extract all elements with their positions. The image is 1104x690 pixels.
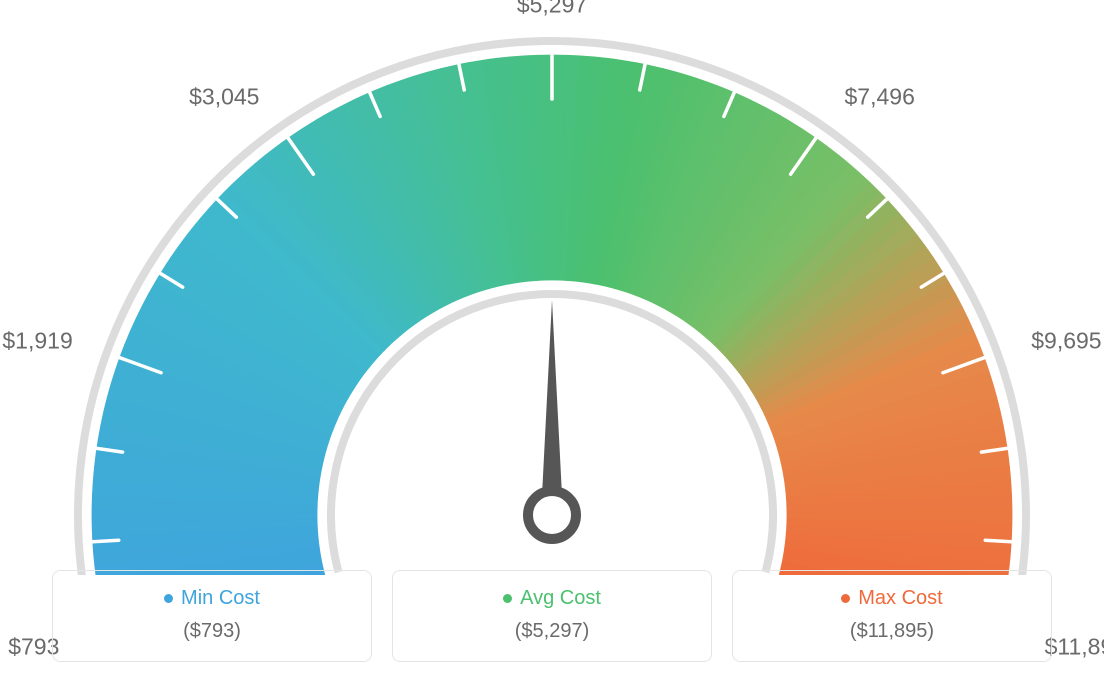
legend-title-max: Max Cost <box>841 587 942 610</box>
legend-row: Min Cost ($793) Avg Cost ($5,297) Max Co… <box>52 570 1052 662</box>
legend-value-min: ($793) <box>63 620 361 643</box>
legend-label-min: Min Cost <box>181 587 260 610</box>
legend-card-max: Max Cost ($11,895) <box>732 570 1052 662</box>
legend-label-max: Max Cost <box>858 587 942 610</box>
needle-hub <box>528 491 576 539</box>
gauge-container: $793$1,919$3,045$5,297$7,496$9,695$11,89… <box>32 15 1072 575</box>
legend-label-avg: Avg Cost <box>520 587 601 610</box>
chart-stage: $793$1,919$3,045$5,297$7,496$9,695$11,89… <box>0 0 1104 690</box>
legend-card-avg: Avg Cost ($5,297) <box>392 570 712 662</box>
legend-value-avg: ($5,297) <box>403 620 701 643</box>
tick-label: $5,297 <box>517 0 587 19</box>
dot-icon <box>503 594 512 603</box>
dot-icon <box>841 594 850 603</box>
legend-value-max: ($11,895) <box>743 620 1041 643</box>
tick-label: $1,919 <box>2 327 72 354</box>
tick-label: $11,895 <box>1045 633 1104 660</box>
gauge-svg <box>32 15 1072 575</box>
legend-card-min: Min Cost ($793) <box>52 570 372 662</box>
legend-title-avg: Avg Cost <box>503 587 601 610</box>
tick-label: $7,496 <box>845 84 915 111</box>
dot-icon <box>164 594 173 603</box>
tick-label: $9,695 <box>1031 327 1101 354</box>
legend-title-min: Min Cost <box>164 587 260 610</box>
tick-label: $3,045 <box>189 84 259 111</box>
gauge-needle <box>541 300 563 515</box>
